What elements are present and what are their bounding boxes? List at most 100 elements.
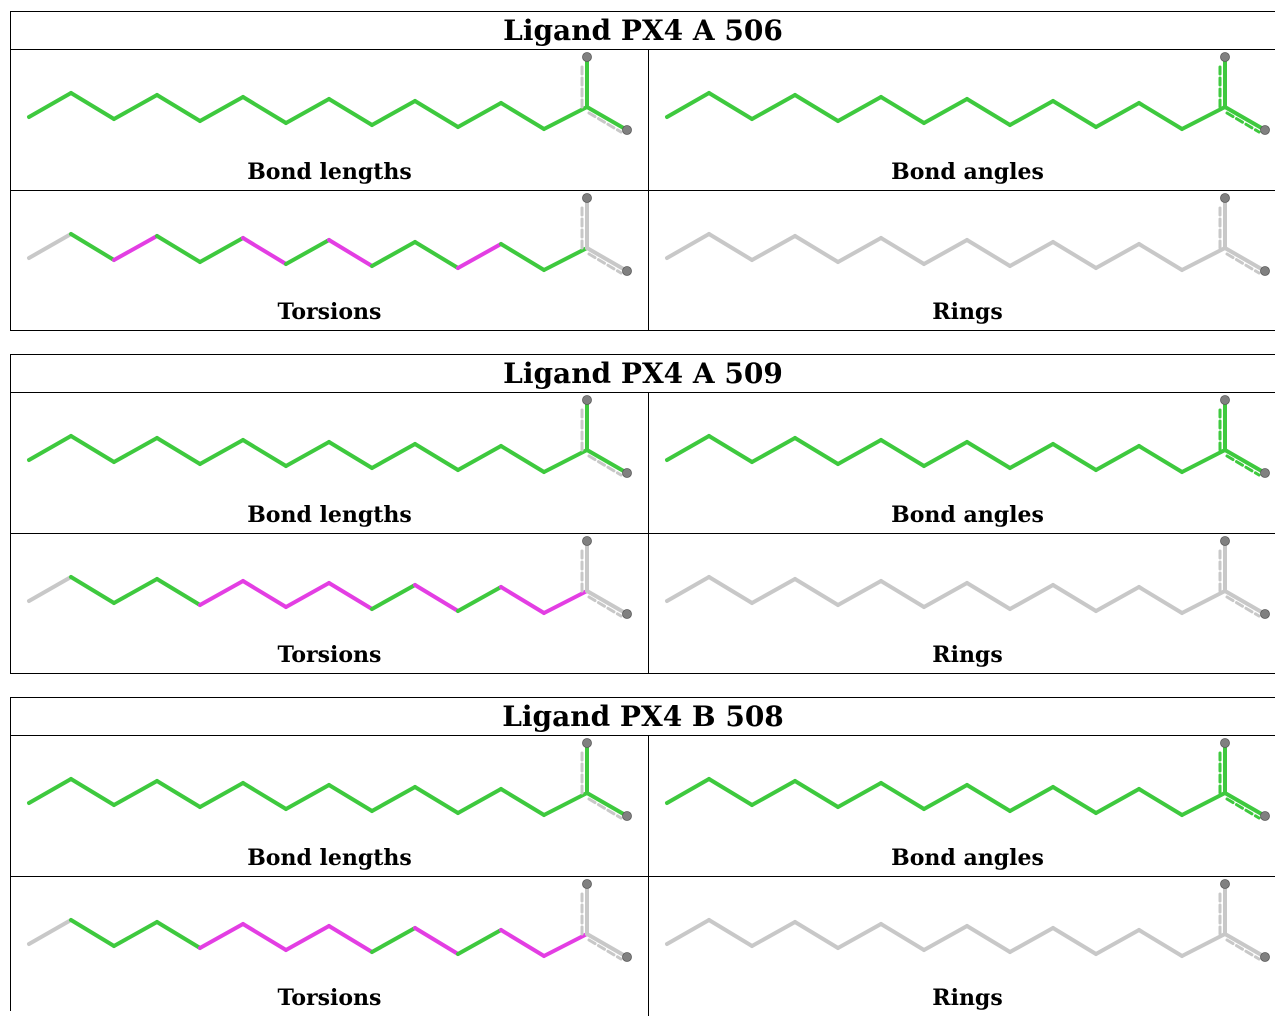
bond: [499, 101, 546, 131]
row-divider: [11, 533, 1275, 534]
torsions-panel: Torsions: [11, 877, 648, 1016]
torsions-panel: Torsions: [11, 191, 648, 330]
bond: [707, 575, 754, 605]
oxygen-atom: [1260, 266, 1270, 276]
bond: [542, 932, 589, 958]
bond: [327, 97, 374, 127]
bond: [879, 781, 926, 811]
bond: [965, 924, 1012, 954]
panel-label: Torsions: [277, 299, 382, 325]
bond: [922, 924, 969, 952]
ligand-table: Ligand PX4 A 506 Bond lengths Bond angle…: [10, 11, 1275, 331]
bond: [112, 93, 159, 121]
panel-grid: Bond lengths Bond angles Torsions Rings: [11, 736, 1275, 1016]
bond: [198, 922, 245, 950]
panel-label: Torsions: [277, 985, 382, 1011]
bond: [965, 581, 1012, 611]
bond: [198, 438, 245, 466]
panel-label: Bond lengths: [247, 845, 412, 871]
bond: [836, 438, 883, 466]
bond: [370, 926, 417, 954]
oxygen-atom: [1220, 193, 1230, 203]
bond: [665, 434, 711, 462]
bond: [793, 234, 840, 264]
bond: [327, 783, 374, 813]
bond: [965, 783, 1012, 813]
oxygen-atom: [1260, 811, 1270, 821]
bond: [1180, 105, 1227, 131]
bond: [542, 589, 589, 615]
bond: [1008, 583, 1055, 611]
bond: [69, 91, 116, 121]
bond: [1051, 240, 1098, 270]
bond: [836, 579, 883, 607]
oxygen-atom: [1220, 395, 1230, 405]
bond: [707, 232, 754, 262]
oxygen-atom: [1220, 738, 1230, 748]
bond: [965, 440, 1012, 470]
bond: [155, 436, 202, 466]
oxygen-atom: [582, 536, 592, 546]
bond: [1094, 242, 1141, 270]
bond: [1223, 105, 1267, 132]
bond: [327, 440, 374, 470]
bond: [922, 581, 969, 609]
bond: [587, 252, 623, 275]
rings-panel: Rings: [649, 191, 1275, 330]
bond: [327, 581, 374, 611]
bond: [1137, 444, 1184, 474]
bond: [707, 434, 754, 464]
oxygen-atom: [1220, 879, 1230, 889]
bond: [1051, 442, 1098, 472]
bond-angles-panel: Bond angles: [649, 393, 1275, 533]
bond: [198, 579, 245, 607]
bond: [27, 575, 73, 603]
bond: [1180, 246, 1227, 272]
oxygen-atom: [1260, 468, 1270, 478]
bond-lengths-panel: Bond lengths: [11, 736, 648, 876]
bond: [1223, 932, 1267, 959]
panel-label: Bond angles: [891, 502, 1044, 528]
bond: [587, 797, 623, 820]
bond: [241, 579, 288, 609]
bond: [665, 575, 711, 603]
bond: [585, 589, 629, 616]
bond: [750, 779, 797, 807]
bond: [1180, 932, 1227, 958]
bond: [1137, 787, 1184, 817]
bond: [585, 246, 629, 273]
bond: [1223, 246, 1267, 273]
bond: [1223, 791, 1267, 818]
panel-label: Rings: [932, 985, 1003, 1011]
bond: [69, 918, 116, 948]
bond: [965, 238, 1012, 268]
molecule-diagram: [665, 52, 1270, 135]
panel-grid: Bond lengths Bond angles Torsions Rings: [11, 393, 1275, 673]
oxygen-atom: [582, 52, 592, 62]
molecule-diagram: [27, 738, 632, 821]
bond: [585, 448, 629, 475]
bond: [413, 442, 460, 472]
bond: [585, 105, 629, 132]
bond: [1223, 589, 1267, 616]
bond: [112, 234, 159, 262]
bond: [1180, 791, 1227, 817]
torsions-panel: Torsions: [11, 534, 648, 673]
bond: [155, 234, 202, 264]
bond: [1225, 797, 1261, 820]
bond: [413, 99, 460, 129]
bond: [750, 436, 797, 464]
bond: [587, 938, 623, 961]
bond: [370, 240, 417, 268]
ligand-title: Ligand PX4 A 509: [11, 355, 1275, 393]
oxygen-atom: [1220, 536, 1230, 546]
panel-label: Rings: [932, 642, 1003, 668]
bond: [499, 242, 546, 272]
bond: [1008, 926, 1055, 954]
bond: [112, 577, 159, 605]
bond-lengths-panel: Bond lengths: [11, 50, 648, 190]
bond: [1008, 240, 1055, 268]
rings-panel: Rings: [649, 877, 1275, 1016]
oxygen-atom: [622, 952, 632, 962]
oxygen-atom: [622, 811, 632, 821]
